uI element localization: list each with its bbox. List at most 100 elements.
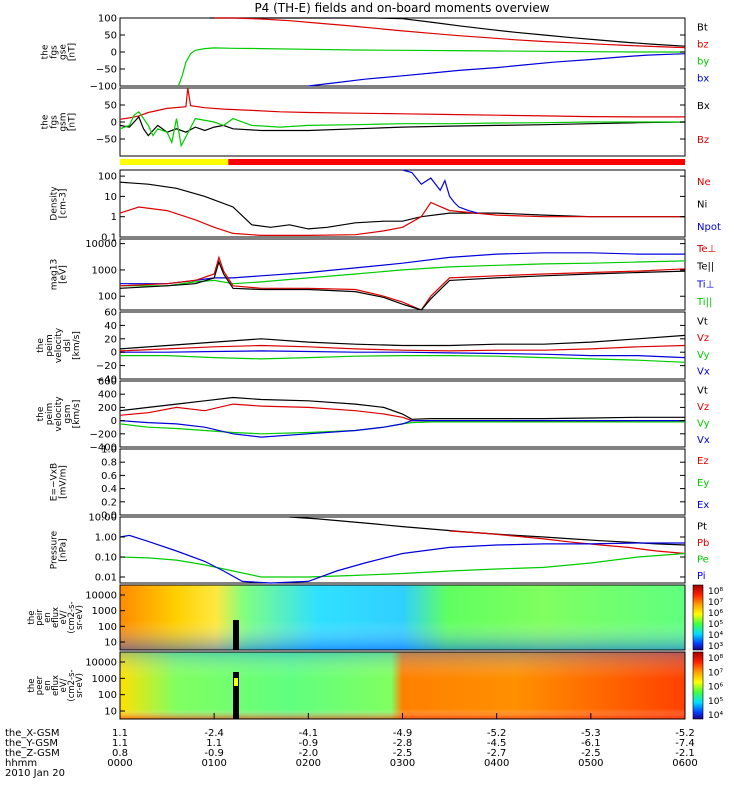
ytick-label: −100: [90, 82, 117, 93]
y-axis-label: velocity: [54, 327, 64, 363]
legend-by: by: [697, 57, 709, 68]
time-row-name: the_Y-GSM: [5, 738, 58, 749]
ytick-label: −400: [90, 443, 117, 454]
series-npot: [402, 169, 478, 214]
time-row-name: hhmm: [5, 758, 37, 769]
ion-colorbar: [692, 584, 704, 651]
legend-ni: Ni: [697, 200, 707, 211]
ytick-label: 10000: [85, 591, 117, 602]
y-axis-label: sr-eV): [75, 673, 85, 698]
legend-vy: Vy: [697, 418, 710, 429]
ytick-label: 50: [104, 101, 117, 112]
ytick-label: 0.4: [101, 484, 117, 495]
series-green: [119, 110, 685, 148]
time-row-value: 1.1: [112, 728, 128, 739]
ytick-label: 10: [104, 638, 117, 649]
y-axis-label: the: [41, 114, 51, 129]
series-te: [119, 255, 686, 311]
panel-fgs-gsm: 50 0 −50 the fgs gsm [nT] Bx Bz: [41, 87, 710, 157]
time-row-value: -0.9: [299, 738, 319, 749]
ytick-label: 1000: [92, 265, 117, 276]
y-axis-label: [nPa]: [59, 538, 69, 561]
legend-ti: Ti⊥: [696, 279, 714, 290]
y-axis-label: mag13: [50, 259, 60, 290]
ytick-label: −50: [96, 65, 117, 76]
y-axis-label: [mV/m]: [59, 465, 69, 499]
series-bz: [214, 17, 686, 49]
panel-pressure: 10.00 1.00 0.10 0.01 Pressure [nPa] Pt Pb Pe Pi: [50, 513, 709, 584]
electron-colorbar: [692, 651, 704, 720]
time-row-value: -6.1: [581, 738, 601, 749]
panel-frame: [119, 380, 686, 448]
y-axis-label: eflux: [51, 675, 61, 696]
ytick-label: 1000: [92, 606, 117, 617]
colorbar-label: 10⁶: [708, 609, 723, 619]
series-bx: [308, 53, 686, 87]
legend-pt: Pt: [697, 521, 707, 532]
ytick-label: −50: [96, 135, 117, 146]
panel-velocity-dsl: 60 40 20 0 −20 −40 the peim velocity dsl [km/s] Vt V…: [36, 308, 710, 386]
panel-density: 100 10 1 0.1 Density [cm-3] Ne Ni Npot: [50, 169, 721, 244]
ytick-label: 0.0: [101, 511, 117, 522]
legend-npot: Npot: [697, 222, 721, 233]
time-row-value: -7.4: [675, 738, 695, 749]
panel-velocity-gsm: 600 400 200 0 −200 −400 the peim velocity gsm [km/…: [36, 377, 710, 454]
panel-frame: [119, 448, 686, 516]
time-row-value: 0.8: [112, 748, 128, 759]
y-axis-label: [nT]: [68, 113, 78, 131]
y-axis-label: the: [27, 679, 37, 693]
date-label: 2010 Jan 20: [5, 768, 65, 779]
y-axis-label: [km/s]: [72, 331, 82, 360]
time-row-value: -2.5: [581, 748, 601, 759]
y-axis-label: the: [27, 611, 37, 625]
legend-ex: Ex: [697, 500, 709, 511]
legend-pb: Pb: [697, 538, 709, 549]
ytick-label: −40: [96, 375, 117, 386]
legend-ti: Ti||: [696, 297, 712, 308]
y-axis-label: the: [36, 406, 46, 421]
time-row-value: -4.1: [299, 728, 319, 739]
ytick-label: 0.8: [101, 458, 117, 469]
time-row-value: -2.7: [487, 748, 507, 759]
colorbar-label: 10⁸: [708, 654, 723, 664]
ytick-label: 0.2: [101, 497, 117, 508]
legend-vt: Vt: [697, 385, 708, 396]
y-axis-label: Density: [50, 186, 60, 221]
time-row-value: -2.8: [393, 738, 413, 749]
time-axis: the_X-GSM 1.1 -2.4 -4.1 -4.9 -5.2 -5.3 -5.2the_…: [5, 713, 698, 779]
ytick-label: 40: [104, 321, 117, 332]
status-bar: [120, 159, 685, 165]
series-ni: [119, 181, 685, 230]
series-vy: [120, 355, 686, 363]
panel-frame: [119, 238, 686, 311]
y-axis-label: peim: [45, 334, 55, 357]
series-pe: [119, 552, 686, 578]
ytick-label: 10000: [85, 658, 117, 669]
time-row-value: -5.3: [581, 728, 601, 739]
y-axis-label: (cm2-s-: [67, 601, 77, 633]
ytick-label: 0: [111, 416, 117, 427]
panel-efield: 1.0 0.8 0.6 0.4 0.2 0.0 E=−VxB [mV/m] Ez Ey Ex: [50, 445, 710, 522]
legend-bx: Bx: [697, 101, 710, 112]
ytick-label: 10.00: [88, 513, 117, 524]
ytick-label: 0.10: [95, 552, 117, 563]
legend-vx: Vx: [697, 367, 710, 378]
ytick-label: 100: [98, 622, 117, 633]
ytick-label: 0: [111, 348, 117, 359]
time-row-value: -2.0: [299, 748, 319, 759]
colorbar-label: 10⁴: [708, 711, 723, 721]
y-axis-label: gse: [59, 44, 69, 60]
panel-temperature: 10000 1000 100 mag13 [eV] Te⊥ Te|| Ti⊥ Ti||: [50, 238, 716, 311]
ytick-label: 10000: [85, 239, 117, 250]
ytick-label: 10: [104, 707, 117, 718]
time-row-value: -5.2: [487, 728, 507, 739]
panel-frame: [119, 516, 686, 584]
time-row-value: 1.1: [206, 738, 222, 749]
ion-spectrogram: [119, 584, 686, 651]
legend-ez: Ez: [697, 456, 709, 467]
series-bx: [119, 115, 686, 137]
ytick-label: 200: [98, 403, 117, 414]
y-axis-label: velocity: [54, 396, 64, 432]
ytick-label: 50: [104, 31, 117, 42]
series-by: [177, 47, 685, 87]
